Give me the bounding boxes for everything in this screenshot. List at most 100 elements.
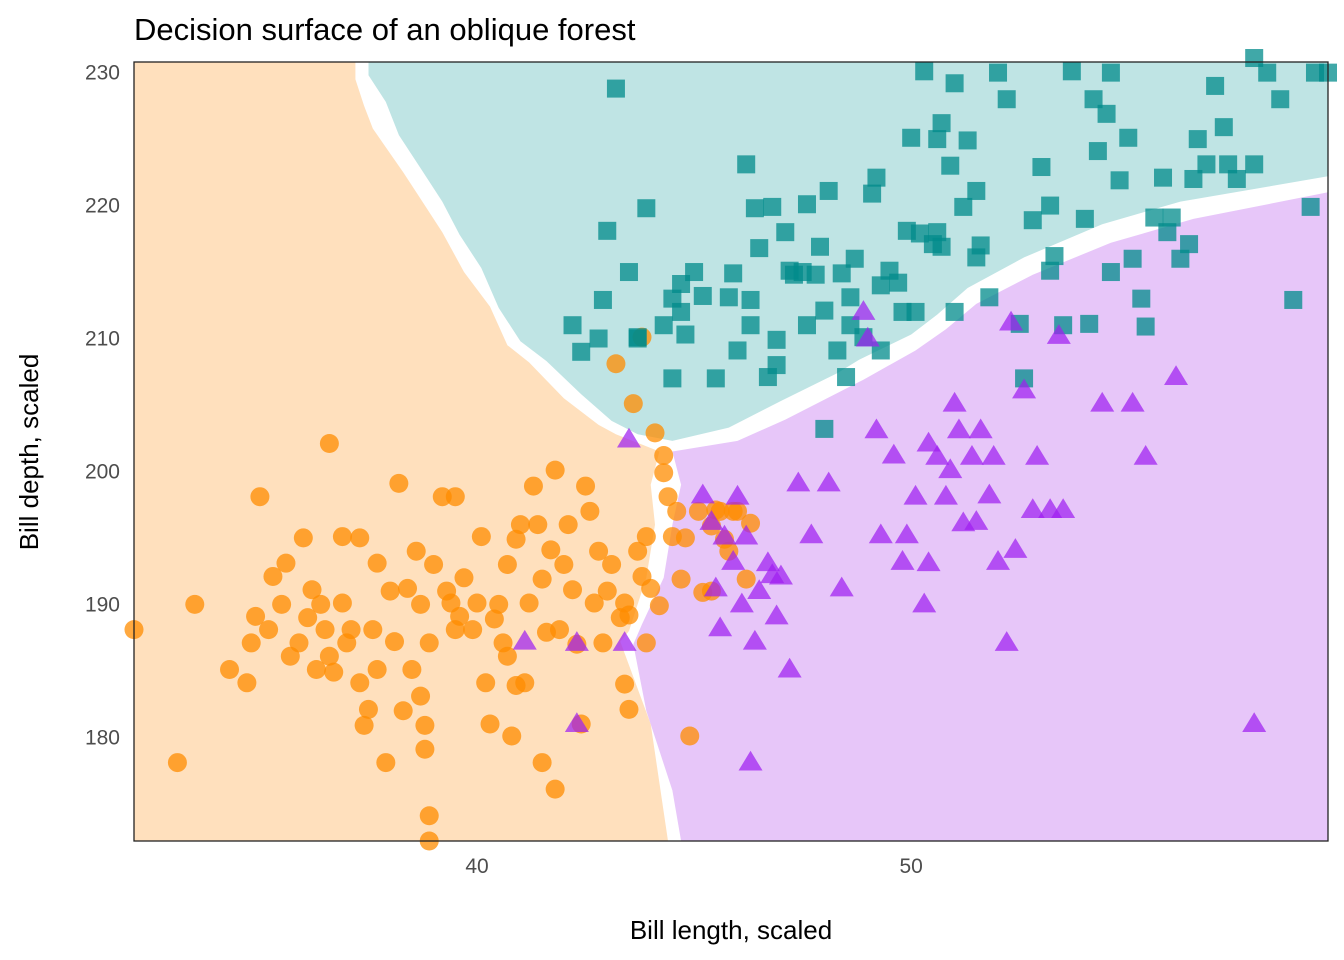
square-point	[1206, 76, 1225, 95]
square-point	[593, 290, 612, 309]
circle-point	[311, 594, 331, 614]
circle-point	[593, 633, 613, 653]
square-point	[767, 330, 786, 349]
circle-point	[502, 726, 522, 746]
circle-point	[510, 515, 530, 535]
circle-point	[532, 569, 552, 589]
circle-point	[549, 620, 569, 640]
triangle-point	[864, 418, 889, 439]
square-point	[902, 128, 921, 147]
circle-point	[406, 541, 426, 561]
triangle-point	[916, 551, 941, 572]
circle-point	[658, 487, 678, 507]
triangle-point	[903, 484, 928, 505]
circle-point	[276, 553, 296, 573]
square-point	[737, 155, 756, 174]
triangle-point	[725, 484, 750, 505]
triangle-point	[968, 418, 993, 439]
circle-point	[332, 527, 352, 547]
circle-point	[563, 580, 583, 600]
square-point	[928, 130, 947, 149]
triangle-point	[933, 484, 958, 505]
plot-border	[133, 61, 1329, 842]
circle-point	[615, 674, 635, 694]
square-point	[1197, 155, 1216, 174]
triangle-point	[1164, 365, 1189, 386]
circle-point	[450, 606, 470, 626]
square-point	[654, 316, 673, 335]
triangle-point	[925, 445, 950, 465]
square-point	[758, 368, 777, 387]
triangle-point	[777, 657, 802, 678]
circle-point	[385, 632, 405, 652]
square-point	[776, 223, 795, 242]
circle-point	[302, 580, 322, 600]
square-point	[606, 79, 625, 98]
circle-point	[528, 515, 548, 535]
square-point	[1084, 90, 1103, 109]
triangle-point	[690, 483, 715, 504]
circle-point	[415, 739, 435, 759]
square-point	[741, 316, 760, 335]
y-tick-label: 210	[85, 328, 120, 351]
square-point	[724, 264, 743, 283]
circle-point	[688, 501, 708, 521]
circle-point	[497, 646, 517, 666]
square-point	[932, 237, 951, 256]
triangle-point	[786, 471, 811, 492]
square-point	[1062, 62, 1081, 81]
triangle-point	[734, 524, 759, 545]
square-point	[871, 276, 890, 295]
circle-point	[554, 554, 574, 574]
y-axis-ticks: 180 190 200 210 220 230	[85, 62, 120, 750]
square-point	[1015, 369, 1034, 388]
square-point	[750, 239, 769, 258]
circle-point	[519, 593, 539, 613]
x-axis-title: Bill length, scaled	[630, 915, 832, 945]
square-point	[1162, 208, 1181, 227]
square-point	[1075, 209, 1094, 228]
circle-point	[541, 540, 561, 560]
circle-point	[606, 354, 626, 374]
triangle-point	[912, 592, 937, 613]
square-point	[863, 184, 882, 203]
triangle-point	[729, 592, 754, 613]
circle-point	[402, 660, 422, 680]
circle-point	[545, 779, 565, 799]
square-point	[997, 90, 1016, 109]
triangle-point	[868, 523, 893, 544]
triangle-point	[1012, 378, 1037, 399]
square-point	[1271, 90, 1290, 109]
triangle-point	[738, 750, 763, 771]
square-point	[728, 341, 747, 360]
circle-point	[367, 553, 387, 573]
circle-point	[628, 541, 648, 561]
square-point	[598, 221, 617, 240]
circle-point	[237, 673, 257, 693]
circle-point	[167, 753, 187, 773]
circle-point	[671, 569, 691, 589]
circle-point	[298, 608, 318, 628]
triangle-point	[764, 604, 789, 625]
circle-point	[289, 633, 309, 653]
square-point	[1041, 196, 1060, 215]
circle-point	[667, 501, 687, 521]
triangle-point	[1090, 391, 1115, 412]
triangle-point	[712, 524, 737, 545]
triangle-point	[1133, 445, 1158, 465]
square-point	[1284, 290, 1303, 309]
circle-point	[636, 527, 656, 547]
triangle-point	[855, 326, 880, 347]
square-point	[1045, 247, 1064, 266]
y-tick-label: 220	[85, 195, 120, 218]
triangle-point	[942, 391, 967, 412]
circle-point	[350, 528, 370, 548]
circle-point	[367, 660, 387, 680]
triangle-point	[999, 310, 1024, 331]
circle-point	[680, 726, 700, 746]
circle-point	[250, 487, 270, 507]
circle-point	[589, 541, 609, 561]
circle-point	[319, 646, 339, 666]
y-tick-label: 180	[85, 726, 120, 749]
square-point	[967, 248, 986, 267]
